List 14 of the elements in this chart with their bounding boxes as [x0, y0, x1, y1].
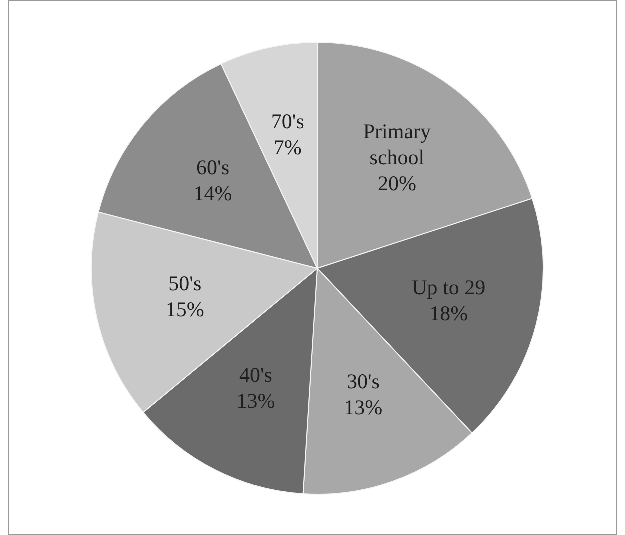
slice-label: 40's — [239, 362, 272, 387]
data-label: 7% — [274, 136, 302, 160]
data-label: 13% — [236, 388, 276, 413]
data-label: 20% — [378, 171, 416, 196]
slice-label: 60's — [196, 156, 230, 180]
slice-label: 50's — [168, 272, 202, 296]
data-label: 18% — [430, 302, 468, 326]
slice-label: Up to 29 — [412, 276, 486, 300]
slice-label: 70's — [271, 110, 304, 134]
data-label: 13% — [344, 396, 383, 420]
slice-label: 30's — [346, 370, 380, 394]
slice-label: Primary school — [363, 119, 432, 170]
data-label: 14% — [194, 182, 232, 206]
data-label: 15% — [166, 298, 204, 322]
